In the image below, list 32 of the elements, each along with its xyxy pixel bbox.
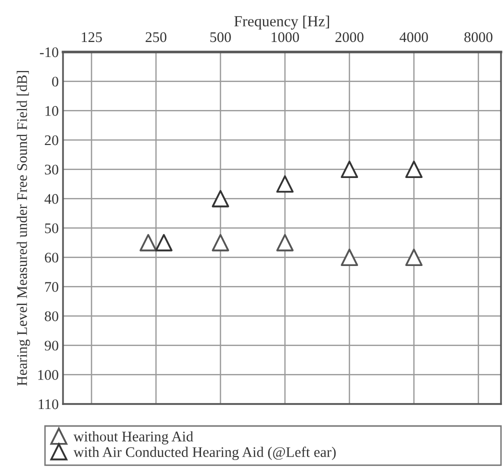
point — [340, 248, 358, 266]
x-tick-label: 4000 — [400, 32, 428, 42]
point — [405, 160, 423, 178]
y-tick-label: 40 — [44, 194, 58, 204]
y-tick-label: 10 — [46, 106, 58, 116]
x-tick-label: 125 — [82, 32, 102, 42]
y-tick-label: 0 — [52, 76, 58, 87]
x-tick-label: 1000 — [272, 32, 299, 42]
point — [212, 234, 230, 252]
legend-label: without Hearing Aid — [73, 431, 194, 444]
legend-label: with Air Conducted Hearing Aid (@Left ear) — [73, 446, 336, 460]
y-tick-label: -10 — [40, 47, 58, 58]
y-tick-label: 90 — [44, 340, 58, 351]
y-tick-label: 70 — [45, 282, 58, 292]
x-tick-label: 2000 — [335, 32, 364, 42]
y-axis-title: Hearing Level Measured under Free Sound Field [dB] — [16, 70, 30, 386]
x-axis-title: Frequency [Hz] — [234, 16, 330, 30]
y-tick-label: 50 — [45, 223, 58, 234]
point — [212, 190, 230, 208]
x-tick-label: 8000 — [464, 32, 492, 42]
y-tick-label: 100 — [38, 370, 58, 380]
y-tick-label: 80 — [44, 311, 58, 322]
point — [276, 234, 294, 252]
point — [405, 248, 423, 266]
x-tick-label: 250 — [146, 32, 166, 42]
point — [276, 175, 294, 193]
x-tick-label: 500 — [210, 32, 231, 42]
y-tick-label: 110 — [38, 399, 58, 410]
y-tick-label: 20 — [44, 135, 58, 146]
y-tick-label: 30 — [44, 164, 58, 175]
point — [340, 160, 358, 178]
y-tick-label: 60 — [44, 252, 58, 263]
